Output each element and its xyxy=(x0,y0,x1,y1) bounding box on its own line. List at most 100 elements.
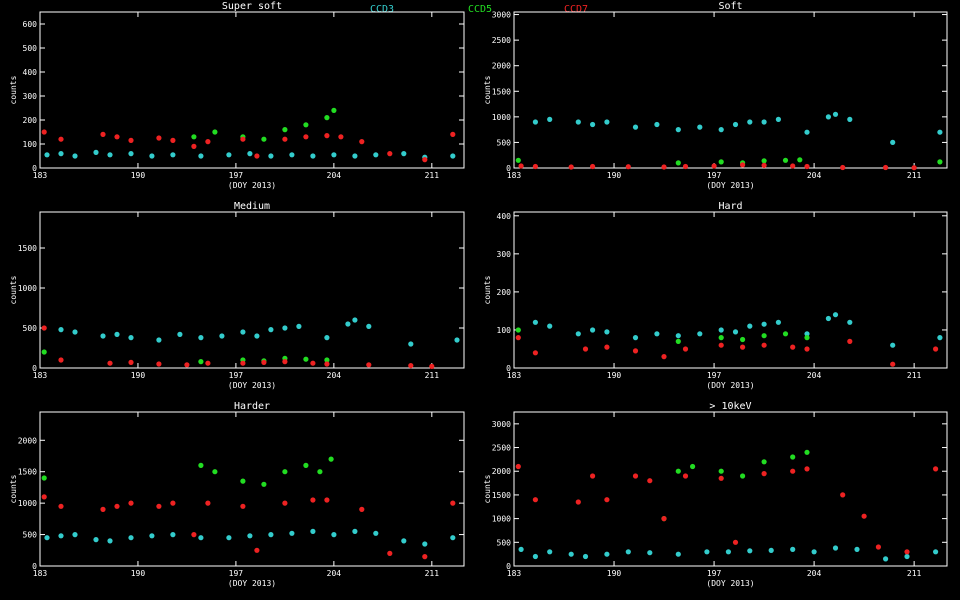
panel-5: Harder 0 500 1000 1500 2000 183 190 197 204 211 (DO… xyxy=(9,401,465,588)
y-tick-label: 500 xyxy=(23,324,38,333)
y-tick-label: 1000 xyxy=(492,113,511,122)
data-point xyxy=(282,136,288,142)
data-point xyxy=(718,327,724,333)
data-point xyxy=(338,134,344,140)
data-point xyxy=(854,546,860,553)
data-point xyxy=(387,550,393,557)
series-ccd3 xyxy=(44,149,456,160)
data-point xyxy=(761,459,767,465)
data-point xyxy=(324,133,330,139)
plot-frame xyxy=(39,211,465,369)
data-point xyxy=(212,129,218,135)
data-point xyxy=(790,454,796,460)
data-point xyxy=(761,158,767,164)
data-point xyxy=(532,350,539,356)
panel-title: Hard xyxy=(718,201,742,212)
data-point xyxy=(547,549,553,555)
y-tick-label: 400 xyxy=(497,212,512,221)
plot-frame xyxy=(39,411,465,567)
series-ccd3 xyxy=(44,528,456,547)
y-tick-label: 500 xyxy=(23,44,38,53)
y-tick-label: 0 xyxy=(506,364,511,373)
data-point xyxy=(282,325,288,331)
data-point xyxy=(408,341,414,347)
data-point xyxy=(41,475,47,481)
x-tick-label: 211 xyxy=(425,171,440,180)
data-point xyxy=(804,129,810,135)
data-point xyxy=(58,327,64,333)
data-point xyxy=(604,119,610,125)
y-tick-label: 2000 xyxy=(492,62,511,71)
data-point xyxy=(625,549,631,555)
data-point xyxy=(247,533,253,539)
data-point xyxy=(212,469,218,475)
data-point xyxy=(450,535,456,541)
data-point xyxy=(883,164,889,171)
series-ccd3 xyxy=(58,317,460,347)
data-point xyxy=(310,360,316,366)
data-point xyxy=(100,333,106,339)
data-point xyxy=(832,111,839,117)
data-point xyxy=(93,149,99,155)
data-point xyxy=(450,153,456,159)
data-point xyxy=(310,153,316,159)
y-tick-label: 300 xyxy=(23,92,38,101)
data-point xyxy=(647,550,653,556)
plot-frame xyxy=(513,11,948,169)
data-point xyxy=(804,449,810,455)
data-point xyxy=(303,356,309,362)
data-point xyxy=(604,329,610,335)
data-point xyxy=(761,333,767,339)
data-point xyxy=(775,319,782,325)
data-point xyxy=(840,492,846,498)
data-point xyxy=(282,469,288,475)
data-point xyxy=(937,159,943,165)
x-tick-label: 211 xyxy=(907,371,922,380)
data-point xyxy=(890,342,896,348)
y-tick-label: 1500 xyxy=(18,468,37,477)
data-point xyxy=(675,468,681,474)
data-point xyxy=(904,553,910,560)
data-point xyxy=(933,549,939,555)
data-point xyxy=(661,354,667,360)
series-ccd3 xyxy=(532,312,943,348)
legend: CCD3 CCD5 CCD7 xyxy=(370,4,588,15)
data-point xyxy=(732,121,739,128)
data-point xyxy=(740,473,746,479)
y-axis-label: counts xyxy=(9,474,18,503)
panel-title: Soft xyxy=(718,1,742,12)
data-point xyxy=(408,363,414,369)
series-ccd5 xyxy=(41,456,334,487)
data-point xyxy=(41,129,47,135)
x-tick-label: 197 xyxy=(229,569,244,578)
plot-frame xyxy=(513,211,948,369)
data-point xyxy=(352,153,358,159)
data-point xyxy=(240,136,246,142)
data-point xyxy=(156,337,162,343)
data-point xyxy=(149,153,155,159)
data-point xyxy=(547,323,553,329)
x-tick-label: 183 xyxy=(507,371,522,380)
data-point xyxy=(450,500,456,506)
data-point xyxy=(240,478,246,484)
data-point xyxy=(100,506,106,512)
data-point xyxy=(58,503,64,509)
data-point xyxy=(732,539,739,545)
x-tick-label: 211 xyxy=(907,569,922,578)
series-ccd7 xyxy=(41,325,435,369)
data-point xyxy=(422,541,428,547)
data-point xyxy=(107,360,113,366)
data-point xyxy=(782,157,789,163)
data-point xyxy=(373,530,379,536)
data-point xyxy=(303,462,309,468)
data-point xyxy=(904,549,910,555)
data-point xyxy=(711,163,717,169)
series-ccd5 xyxy=(515,327,810,344)
data-point xyxy=(790,546,796,553)
data-point xyxy=(697,124,703,130)
x-tick-label: 204 xyxy=(327,569,342,578)
data-point xyxy=(198,462,204,468)
data-point xyxy=(331,532,337,538)
data-point xyxy=(682,163,689,170)
data-point xyxy=(747,119,753,125)
